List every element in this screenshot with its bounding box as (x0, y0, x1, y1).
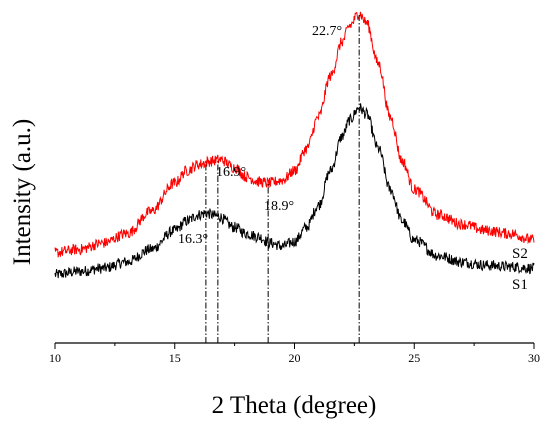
x-tick-label: 25 (408, 351, 420, 365)
reference-lines (205, 13, 360, 343)
x-tick-label: 20 (289, 351, 301, 365)
annotation-16-9: 16.9° (216, 165, 246, 180)
annotation-16-3: 16.3° (178, 232, 208, 247)
series-line-s2 (54, 11, 535, 258)
x-ticks: 10 15 20 25 30 (49, 343, 540, 365)
series-layer (54, 11, 535, 279)
y-axis-title: Intensity (a.u.) (9, 119, 36, 265)
x-tick-label: 30 (528, 351, 540, 365)
x-tick-label: 10 (49, 351, 61, 365)
series-line-s1 (54, 103, 535, 279)
x-axis-title: 2 Theta (degree) (212, 392, 377, 419)
x-tick-label: 15 (169, 351, 181, 365)
series-label-s2: S2 (512, 246, 528, 262)
annotation-22-7: 22.7° (312, 24, 342, 39)
annotation-18-9: 18.9° (264, 199, 294, 214)
series-label-s1: S1 (512, 277, 528, 293)
